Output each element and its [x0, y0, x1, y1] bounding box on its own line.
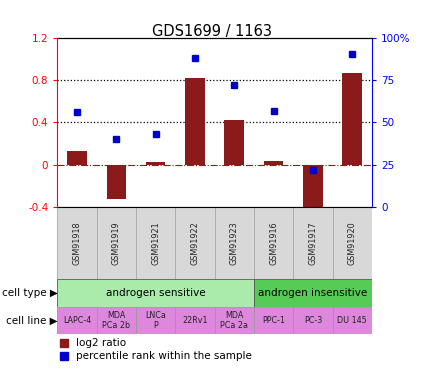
- Text: GSM91917: GSM91917: [309, 222, 317, 265]
- Bar: [303, 165, 323, 216]
- Bar: [254, 207, 293, 279]
- Text: androgen insensitive: androgen insensitive: [258, 288, 368, 298]
- Bar: [343, 72, 362, 165]
- Bar: [332, 207, 372, 279]
- Text: GSM91919: GSM91919: [112, 222, 121, 265]
- Text: androgen sensitive: androgen sensitive: [106, 288, 205, 298]
- Text: LAPC-4: LAPC-4: [63, 316, 91, 325]
- Text: GSM91916: GSM91916: [269, 222, 278, 265]
- Text: LNCa
P: LNCa P: [145, 311, 166, 330]
- Text: MDA
PCa 2a: MDA PCa 2a: [220, 311, 248, 330]
- Text: 22Rv1: 22Rv1: [182, 316, 208, 325]
- Bar: [293, 307, 332, 334]
- Text: GSM91918: GSM91918: [73, 222, 82, 265]
- Text: MDA
PCa 2b: MDA PCa 2b: [102, 311, 130, 330]
- Text: GDS1699 / 1163: GDS1699 / 1163: [153, 24, 272, 39]
- Bar: [175, 207, 215, 279]
- Text: GSM91922: GSM91922: [190, 222, 199, 266]
- Bar: [264, 161, 283, 165]
- Text: cell type ▶: cell type ▶: [2, 288, 58, 298]
- Text: GSM91923: GSM91923: [230, 222, 239, 265]
- Text: PPC-1: PPC-1: [262, 316, 285, 325]
- Bar: [67, 151, 87, 165]
- Bar: [107, 165, 126, 199]
- Bar: [96, 207, 136, 279]
- Text: DU 145: DU 145: [337, 316, 367, 325]
- Bar: [57, 307, 96, 334]
- Text: cell line ▶: cell line ▶: [6, 316, 58, 326]
- Bar: [146, 162, 165, 165]
- Bar: [136, 307, 175, 334]
- Bar: [332, 307, 372, 334]
- Bar: [175, 307, 215, 334]
- Bar: [57, 207, 96, 279]
- Bar: [96, 307, 136, 334]
- Bar: [185, 78, 205, 165]
- Bar: [224, 120, 244, 165]
- Bar: [254, 307, 293, 334]
- Bar: [293, 207, 332, 279]
- Text: PC-3: PC-3: [304, 316, 322, 325]
- Text: GSM91921: GSM91921: [151, 222, 160, 265]
- Text: GSM91920: GSM91920: [348, 222, 357, 265]
- Text: percentile rank within the sample: percentile rank within the sample: [76, 351, 252, 361]
- Bar: [215, 207, 254, 279]
- Bar: [254, 279, 372, 307]
- Text: log2 ratio: log2 ratio: [76, 338, 126, 348]
- Bar: [57, 279, 254, 307]
- Bar: [136, 207, 175, 279]
- Bar: [215, 307, 254, 334]
